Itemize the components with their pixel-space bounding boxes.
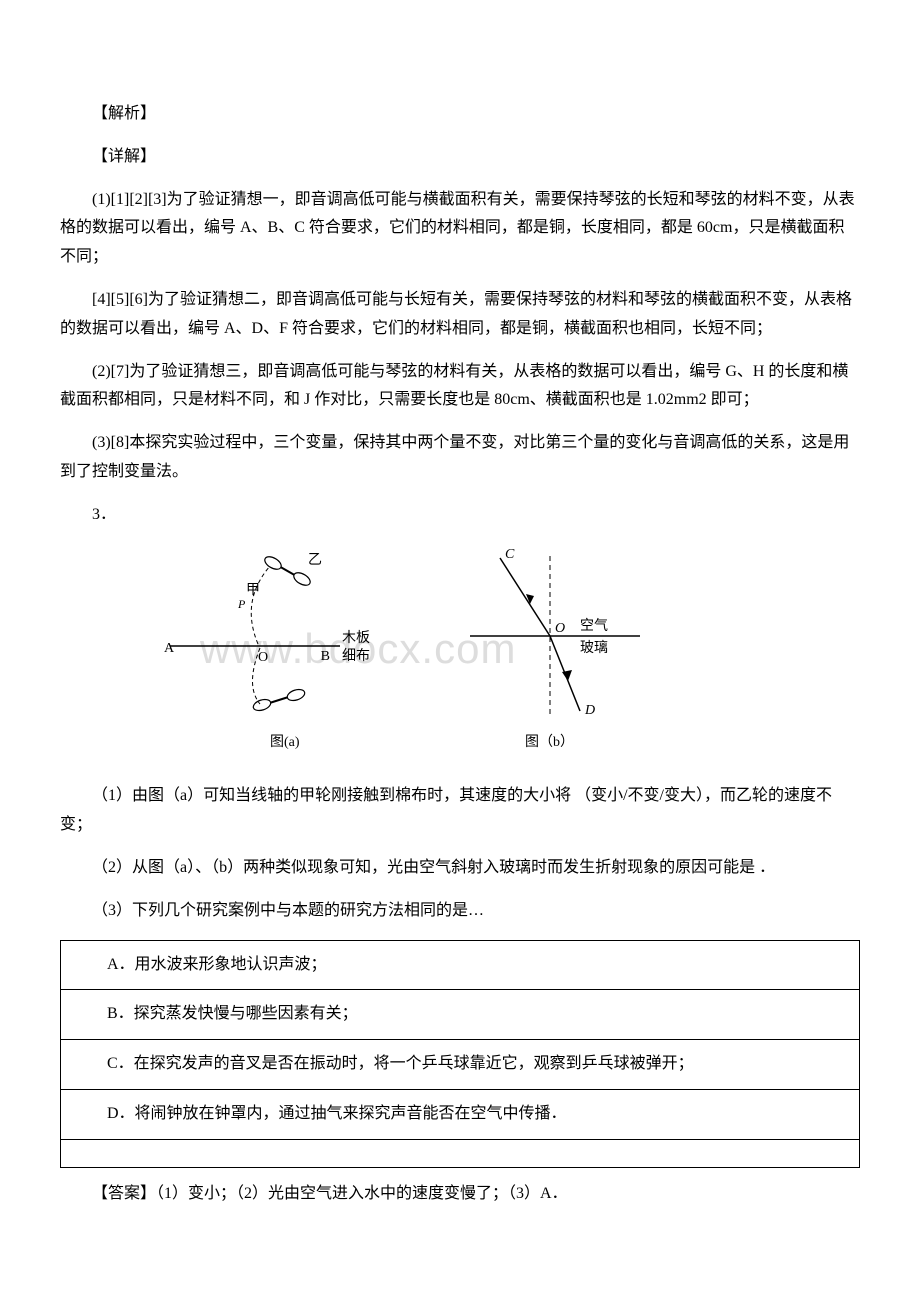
label-muban: 木板 [342,630,370,646]
label-D: D [584,703,595,718]
label-C: C [505,547,515,562]
label-B: B [321,649,330,664]
label-kongqi: 空气 [580,618,608,634]
paragraph-4: (3)[8]本探究实验过程中，三个变量，保持其中两个量不变，对比第三个量的变化与… [60,429,860,487]
option-A: A．用水波来形象地认识声波； [61,940,860,990]
section-jiexi: 【解析】 [60,100,860,129]
label-fig-a: 图(a) [270,735,300,750]
question-number-3: 3． [60,501,860,530]
question-1: （1）由图（a）可知当线轴的甲轮刚接触到棉布时，其速度的大小将 （变小/不变/变… [60,782,860,840]
option-D: D．将闹钟放在钟罩内，通过抽气来探究声音能否在空气中传播． [61,1089,860,1139]
figure-container: www.bdocx.com A O 木板 B 细布 乙 甲 P [160,546,860,767]
label-O-a: O [258,650,268,665]
label-xibu: 细布 [342,648,370,664]
paragraph-2: [4][5][6]为了验证猜想二，即音调高低可能与长短有关，需要保持琴弦的材料和… [60,286,860,344]
option-C: C．在探究发声的音叉是否在振动时，将一个乒乓球靠近它，观察到乒乓球被弹开； [61,1040,860,1090]
answer-text: 【答案】（1）变小；（2）光由空气进入水中的速度变慢了；（3）A． [60,1180,860,1209]
option-B: B．探究蒸发快慢与哪些因素有关； [61,990,860,1040]
paragraph-1: (1)[1][2][3]为了验证猜想一，即音调高低可能与横截面积有关，需要保持琴… [60,186,860,272]
question-3: （3）下列几个研究案例中与本题的研究方法相同的是… [60,897,860,926]
label-fig-b: 图（b） [525,734,574,750]
question-2: （2）从图（a）、（b）两种类似现象可知，光由空气斜射入玻璃时而发生折射现象的原… [60,854,860,883]
label-O-b: O [555,621,565,636]
label-P: P [237,597,246,611]
option-empty [61,1139,860,1167]
label-A: A [164,641,175,656]
label-yi: 乙 [308,552,322,568]
diagram-svg: A O 木板 B 细布 乙 甲 P 图(a) [160,546,660,756]
options-table: A．用水波来形象地认识声波； B．探究蒸发快慢与哪些因素有关； C．在探究发声的… [60,940,860,1168]
section-xiangjie: 【详解】 [60,143,860,172]
label-boli: 玻璃 [580,639,608,656]
label-jia: 甲 [246,583,260,598]
paragraph-3: (2)[7]为了验证猜想三，即音调高低可能与琴弦的材料有关，从表格的数据可以看出… [60,358,860,416]
